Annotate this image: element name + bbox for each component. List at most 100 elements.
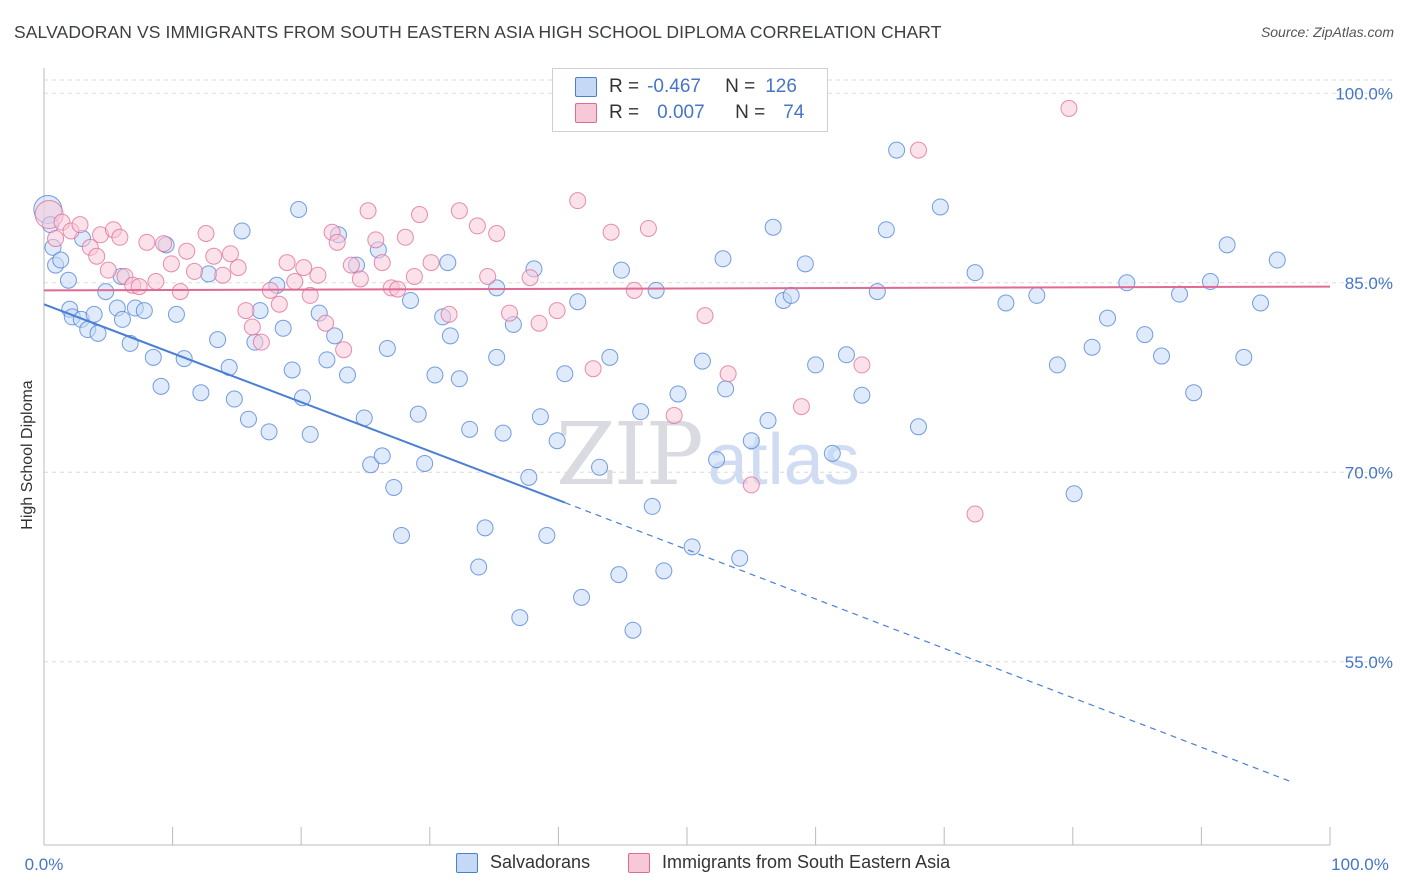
point-salvadorans xyxy=(647,281,665,299)
point-salvadorans xyxy=(693,352,711,370)
point-salvadorans xyxy=(742,432,760,450)
point-salvadorans xyxy=(167,305,185,323)
n-label: N = xyxy=(725,76,756,97)
point-immigrants xyxy=(530,314,548,332)
point-salvadorans xyxy=(601,348,619,366)
point-salvadorans xyxy=(531,408,549,426)
point-salvadorans xyxy=(362,456,380,474)
point-salvadorans xyxy=(548,432,566,450)
point-salvadorans xyxy=(113,310,131,328)
point-salvadorans xyxy=(1048,356,1066,374)
point-immigrants xyxy=(396,228,414,246)
point-salvadorans xyxy=(796,255,814,273)
point-salvadorans xyxy=(426,366,444,384)
point-salvadorans xyxy=(97,283,115,301)
point-salvadorans xyxy=(782,286,800,304)
point-salvadorans xyxy=(283,361,301,379)
point-immigrants xyxy=(229,259,247,277)
point-salvadorans xyxy=(209,331,227,349)
point-salvadorans xyxy=(556,365,574,383)
point-salvadorans xyxy=(877,221,895,239)
r-label: R = xyxy=(609,76,640,97)
y-tick-label: 100.0% xyxy=(1335,84,1393,103)
point-salvadorans xyxy=(853,386,871,404)
point-salvadorans xyxy=(1153,347,1171,365)
point-immigrants xyxy=(214,266,232,284)
point-salvadorans xyxy=(378,339,396,357)
point-immigrants xyxy=(719,365,737,383)
point-immigrants xyxy=(696,307,714,325)
point-salvadorans xyxy=(591,458,609,476)
point-immigrants xyxy=(488,225,506,243)
point-immigrants xyxy=(468,217,486,235)
point-immigrants xyxy=(138,233,156,251)
point-salvadorans xyxy=(274,319,292,337)
trend-line-salvadorans xyxy=(43,303,566,504)
point-salvadorans xyxy=(717,380,735,398)
stats-row-salvadorans: R = -0.467 N = 126 xyxy=(575,74,797,100)
point-salvadorans xyxy=(966,264,984,282)
point-salvadorans xyxy=(494,424,512,442)
trend-line-salvadorans-extension xyxy=(564,502,1292,783)
point-immigrants xyxy=(205,247,223,265)
point-immigrants xyxy=(411,206,429,224)
point-immigrants xyxy=(155,235,173,253)
r-label: R = xyxy=(609,102,640,123)
point-salvadorans xyxy=(326,327,344,345)
point-salvadorans xyxy=(373,447,391,465)
point-immigrants xyxy=(252,333,270,351)
r-value: -0.467 xyxy=(647,76,701,97)
legend-item-salvadorans[interactable]: Salvadorans xyxy=(456,852,590,873)
point-immigrants xyxy=(479,267,497,285)
point-salvadorans xyxy=(488,348,506,366)
legend-label-immigrants: Immigrants from South Eastern Asia xyxy=(662,852,951,872)
point-salvadorans xyxy=(1201,273,1219,291)
point-immigrants xyxy=(584,360,602,378)
point-salvadorans xyxy=(837,346,855,364)
legend-swatch-blue xyxy=(456,852,478,873)
source-label: Source: ZipAtlas.com xyxy=(1260,24,1394,40)
point-salvadorans xyxy=(450,370,468,388)
point-salvadorans xyxy=(1252,294,1270,312)
point-salvadorans xyxy=(643,497,661,515)
point-immigrants xyxy=(237,302,255,320)
point-immigrants xyxy=(405,267,423,285)
point-immigrants xyxy=(309,266,327,284)
point-salvadorans xyxy=(476,519,494,537)
point-salvadorans xyxy=(931,198,949,216)
point-immigrants xyxy=(602,223,620,241)
point-immigrants xyxy=(88,247,106,265)
legend-item-immigrants[interactable]: Immigrants from South Eastern Asia xyxy=(628,852,950,873)
point-salvadorans xyxy=(52,251,70,269)
point-salvadorans xyxy=(260,423,278,441)
point-immigrants xyxy=(966,505,984,523)
point-salvadorans xyxy=(823,444,841,462)
point-salvadorans xyxy=(612,261,630,279)
point-salvadorans xyxy=(807,356,825,374)
point-salvadorans xyxy=(200,265,218,283)
point-immigrants xyxy=(197,225,215,243)
point-salvadorans xyxy=(997,294,1015,312)
point-salvadorans xyxy=(338,366,356,384)
point-immigrants xyxy=(665,406,683,424)
x-tick-label: 0.0% xyxy=(25,855,64,874)
point-salvadorans xyxy=(1235,348,1253,366)
point-salvadorans xyxy=(152,377,170,395)
point-salvadorans xyxy=(1218,236,1236,254)
point-immigrants xyxy=(111,228,129,246)
point-salvadorans xyxy=(683,538,701,556)
point-salvadorans xyxy=(511,609,529,627)
point-salvadorans xyxy=(439,254,457,272)
point-salvadorans xyxy=(488,279,506,297)
point-salvadorans xyxy=(385,478,403,496)
legend-label-salvadorans: Salvadorans xyxy=(490,852,591,872)
point-immigrants xyxy=(286,273,304,291)
point-immigrants xyxy=(909,141,927,159)
point-salvadorans xyxy=(461,420,479,438)
point-immigrants xyxy=(625,281,643,299)
point-immigrants xyxy=(317,314,335,332)
point-immigrants xyxy=(853,356,871,374)
point-salvadorans xyxy=(233,222,251,240)
series-legend: Salvadorans Immigrants from South Easter… xyxy=(0,852,1406,878)
point-immigrants xyxy=(335,341,353,359)
